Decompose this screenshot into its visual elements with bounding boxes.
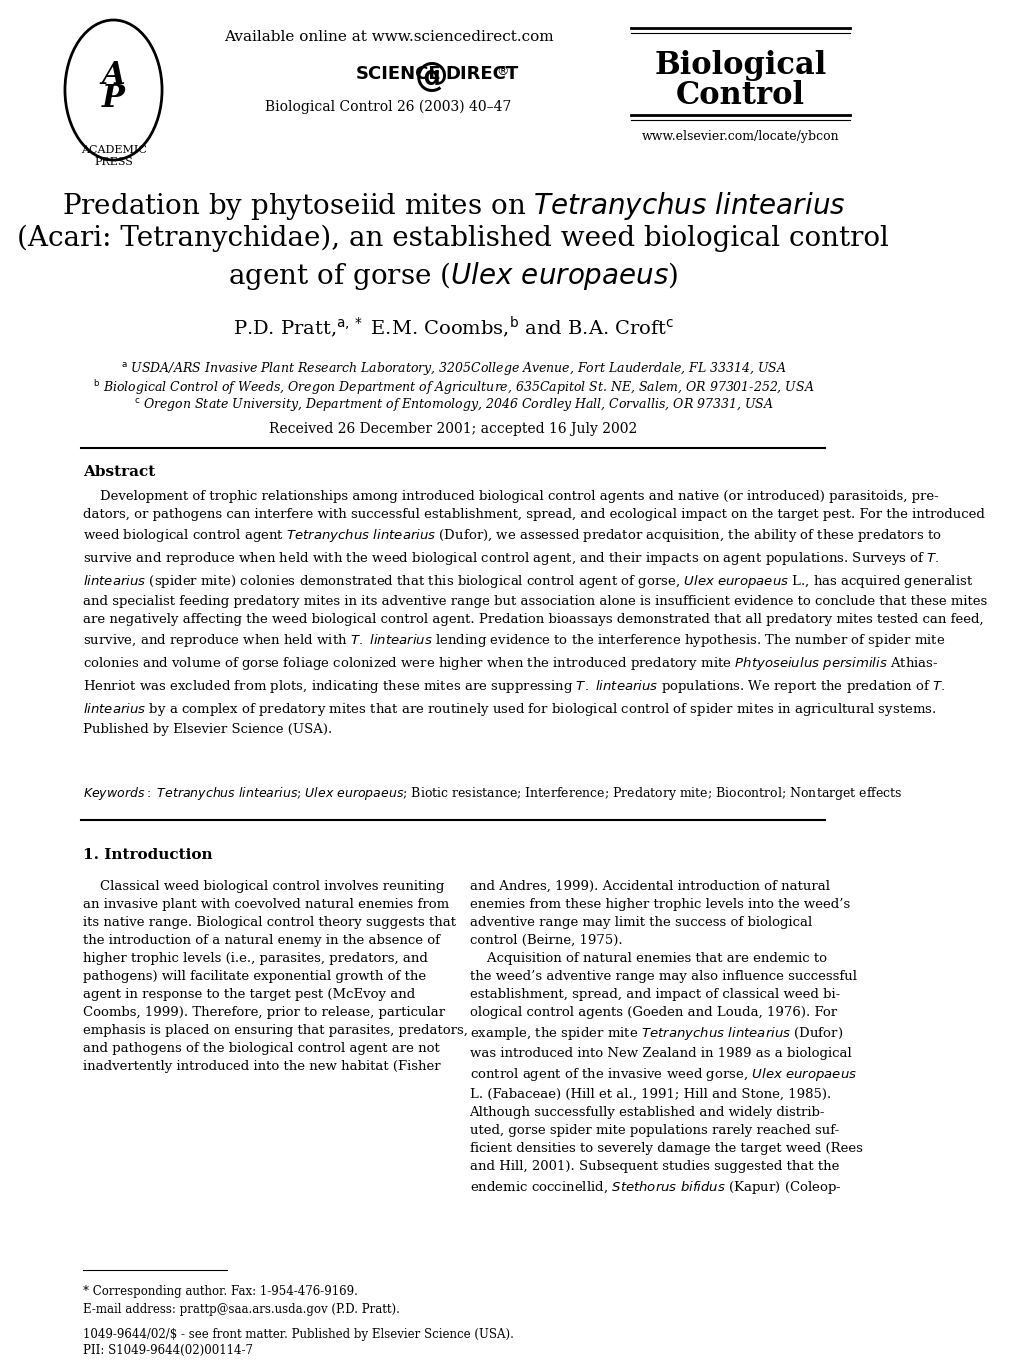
Text: $^{\rm c}$ Oregon State University, Department of Entomology, 2046 Cordley Hall,: $^{\rm c}$ Oregon State University, Depa…	[133, 396, 772, 412]
Text: Classical weed biological control involves reuniting
an invasive plant with coev: Classical weed biological control involv…	[83, 881, 467, 1072]
Text: A: A	[102, 60, 125, 90]
Text: ®: ®	[495, 65, 508, 78]
Text: and Andres, 1999). Accidental introduction of natural
enemies from these higher : and Andres, 1999). Accidental introducti…	[469, 881, 861, 1196]
Text: SCIENCE: SCIENCE	[356, 65, 441, 83]
Text: www.elsevier.com/locate/ybcon: www.elsevier.com/locate/ybcon	[641, 131, 839, 143]
Text: (Acari: Tetranychidae), an established weed biological control: (Acari: Tetranychidae), an established w…	[17, 225, 889, 252]
Text: PII: S1049-9644(02)00114-7: PII: S1049-9644(02)00114-7	[83, 1345, 253, 1357]
Text: 1. Introduction: 1. Introduction	[83, 848, 212, 862]
Text: agent of gorse ($\it{Ulex\ europaeus}$): agent of gorse ($\it{Ulex\ europaeus}$)	[228, 260, 678, 293]
Text: Predation by phytoseiid mites on $\it{Tetranychus\ lintearius}$: Predation by phytoseiid mites on $\it{Te…	[61, 191, 845, 222]
Text: E-mail address: prattp@saa.ars.usda.gov (P.D. Pratt).: E-mail address: prattp@saa.ars.usda.gov …	[83, 1302, 399, 1316]
Text: 1049-9644/02/$ - see front matter. Published by Elsevier Science (USA).: 1049-9644/02/$ - see front matter. Publi…	[83, 1328, 514, 1341]
Text: ACADEMIC
PRESS: ACADEMIC PRESS	[81, 146, 147, 166]
Text: $\it{Keywords:}$ $\it{Tetranychus\ lintearius}$; $\it{Ulex\ europaeus}$; Biotic : $\it{Keywords:}$ $\it{Tetranychus\ linte…	[83, 785, 902, 802]
Text: Development of trophic relationships among introduced biological control agents : Development of trophic relationships amo…	[83, 490, 986, 736]
Text: * Corresponding author. Fax: 1-954-476-9169.: * Corresponding author. Fax: 1-954-476-9…	[83, 1285, 358, 1298]
Text: $^{\rm b}$ Biological Control of Weeds, Oregon Department of Agriculture, 635Cap: $^{\rm b}$ Biological Control of Weeds, …	[93, 378, 813, 397]
Text: P: P	[102, 83, 124, 113]
Text: DIRECT: DIRECT	[444, 65, 518, 83]
Text: Received 26 December 2001; accepted 16 July 2002: Received 26 December 2001; accepted 16 J…	[269, 422, 637, 436]
Text: Biological: Biological	[654, 50, 825, 82]
Text: @: @	[415, 60, 447, 93]
Text: Available online at www.sciencedirect.com: Available online at www.sciencedirect.co…	[223, 30, 553, 44]
Text: Control: Control	[676, 80, 804, 112]
Text: $^{\rm a}$ USDA/ARS Invasive Plant Research Laboratory, 3205College Avenue, Fort: $^{\rm a}$ USDA/ARS Invasive Plant Resea…	[120, 361, 786, 377]
Text: Abstract: Abstract	[83, 465, 155, 479]
Text: P.D. Pratt,$^{\rm a,*}$ E.M. Coombs,$^{\rm b}$ and B.A. Croft$^{\rm c}$: P.D. Pratt,$^{\rm a,*}$ E.M. Coombs,$^{\…	[232, 314, 674, 340]
Text: Biological Control 26 (2003) 40–47: Biological Control 26 (2003) 40–47	[265, 99, 512, 114]
